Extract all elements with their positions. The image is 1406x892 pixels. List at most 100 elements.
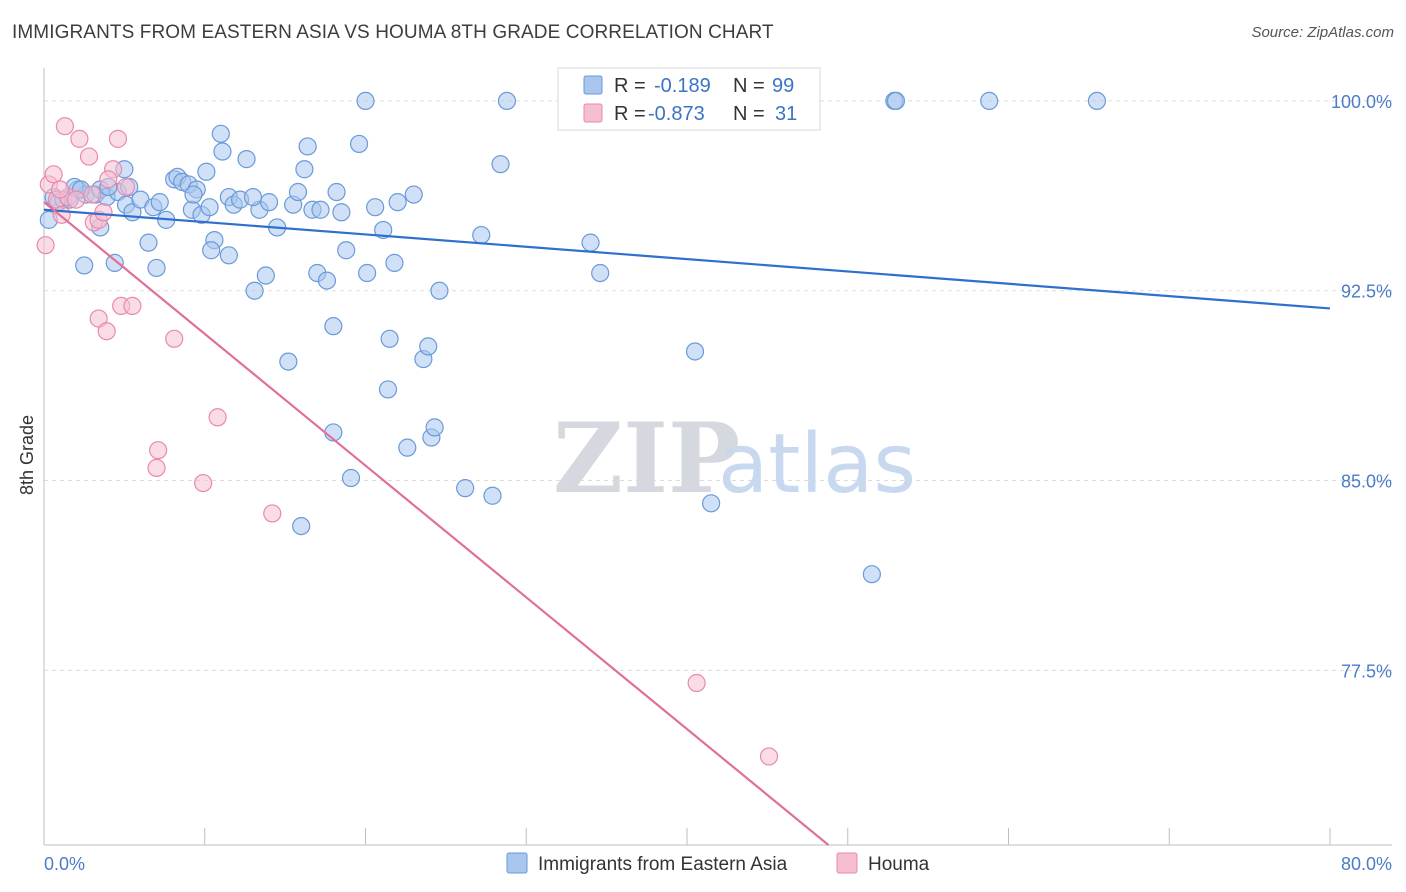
point-houma bbox=[44, 165, 63, 184]
point-houma bbox=[83, 185, 102, 204]
point-eastern-asia bbox=[591, 263, 610, 283]
point-eastern-asia bbox=[378, 380, 398, 399]
point-houma bbox=[97, 322, 116, 341]
point-eastern-asia bbox=[243, 187, 263, 207]
point-houma bbox=[108, 129, 128, 148]
point-eastern-asia bbox=[862, 565, 881, 584]
point-houma bbox=[70, 129, 89, 148]
point-eastern-asia bbox=[385, 253, 404, 272]
legend-r-label-blue: R = bbox=[614, 75, 646, 97]
point-eastern-asia bbox=[419, 337, 438, 356]
point-eastern-asia bbox=[366, 198, 385, 217]
legend-swatch-blue bbox=[583, 75, 603, 95]
gridlines bbox=[44, 100, 1392, 671]
source-label: Source: ZipAtlas.com bbox=[1251, 24, 1394, 41]
point-eastern-asia bbox=[456, 479, 475, 498]
point-houma bbox=[67, 190, 86, 209]
point-eastern-asia bbox=[311, 200, 330, 219]
point-eastern-asia bbox=[1087, 91, 1107, 111]
legend-n-value-blue: 99 bbox=[772, 75, 794, 97]
point-eastern-asia bbox=[147, 258, 166, 278]
point-eastern-asia bbox=[219, 246, 238, 265]
point-eastern-asia bbox=[211, 124, 230, 143]
point-houma bbox=[165, 329, 184, 348]
point-eastern-asia bbox=[980, 91, 999, 111]
point-eastern-asia bbox=[150, 193, 169, 212]
point-eastern-asia bbox=[337, 241, 356, 260]
legend-r-label-pink: R = bbox=[614, 103, 646, 125]
point-eastern-asia bbox=[497, 91, 517, 111]
point-eastern-asia bbox=[430, 281, 449, 300]
x-tick-label-max: 80.0% bbox=[1341, 854, 1392, 874]
legend-bottom-label-pink: Houma bbox=[868, 854, 930, 875]
point-eastern-asia bbox=[388, 193, 407, 212]
point-eastern-asia bbox=[349, 134, 369, 154]
point-eastern-asia bbox=[292, 517, 311, 536]
point-eastern-asia bbox=[288, 182, 308, 202]
point-houma bbox=[149, 441, 168, 460]
chart-title: IMMIGRANTS FROM EASTERN ASIA VS HOUMA 8T… bbox=[12, 22, 774, 43]
point-eastern-asia bbox=[213, 142, 232, 161]
point-eastern-asia bbox=[184, 185, 203, 204]
point-eastern-asia bbox=[105, 253, 124, 272]
legend-swatch-pink bbox=[583, 103, 603, 123]
point-houma bbox=[94, 203, 113, 222]
legend-r-value-blue: -0.189 bbox=[654, 75, 711, 97]
point-eastern-asia bbox=[200, 198, 219, 217]
point-houma bbox=[99, 170, 118, 189]
legend-n-label-blue: N = bbox=[733, 75, 765, 97]
y-tick-label: 92.5% bbox=[1341, 282, 1392, 302]
point-houma bbox=[50, 180, 70, 199]
axes bbox=[43, 68, 1392, 846]
point-eastern-asia bbox=[259, 193, 279, 212]
point-eastern-asia bbox=[702, 494, 721, 513]
point-houma bbox=[55, 117, 74, 136]
legend-n-label-pink: N = bbox=[733, 103, 765, 125]
point-houma bbox=[147, 458, 166, 477]
point-eastern-asia bbox=[324, 317, 343, 336]
point-eastern-asia bbox=[685, 342, 705, 361]
point-houma bbox=[194, 473, 213, 493]
point-houma bbox=[79, 147, 99, 166]
y-tick-label: 85.0% bbox=[1341, 472, 1392, 492]
point-eastern-asia bbox=[483, 486, 502, 505]
trendline-eastern-asia bbox=[43, 208, 1331, 310]
point-houma bbox=[36, 236, 55, 255]
point-eastern-asia bbox=[139, 233, 158, 252]
point-houma bbox=[116, 177, 136, 197]
legend-r-value-pink: -0.873 bbox=[648, 103, 705, 125]
point-eastern-asia bbox=[341, 468, 361, 488]
point-houma bbox=[208, 408, 227, 427]
point-houma bbox=[123, 296, 142, 316]
legend-n-value-pink: 31 bbox=[775, 103, 797, 125]
point-houma bbox=[759, 747, 779, 766]
point-eastern-asia bbox=[356, 91, 375, 111]
watermark-atlas: atlas bbox=[718, 417, 916, 512]
point-eastern-asia bbox=[332, 203, 351, 222]
point-eastern-asia bbox=[245, 281, 264, 300]
y-tick-label: 77.5% bbox=[1341, 661, 1392, 681]
point-eastern-asia bbox=[197, 162, 216, 181]
y-tick-label: 100.0% bbox=[1331, 92, 1392, 112]
x-tick-label-min: 0.0% bbox=[44, 854, 85, 874]
trendline-houma bbox=[43, 201, 830, 846]
legend-bottom: Immigrants from Eastern Asia Houma bbox=[506, 852, 930, 875]
point-eastern-asia bbox=[317, 271, 337, 290]
y-tick-labels: 100.0% 92.5% 85.0% 77.5% bbox=[1331, 92, 1392, 681]
point-eastern-asia bbox=[491, 155, 510, 174]
legend-bottom-label-blue: Immigrants from Eastern Asia bbox=[538, 854, 788, 875]
point-houma bbox=[687, 673, 706, 693]
point-houma bbox=[263, 504, 282, 523]
point-eastern-asia bbox=[75, 256, 94, 275]
point-eastern-asia bbox=[279, 352, 298, 371]
legend-bottom-swatch-blue bbox=[506, 852, 528, 874]
point-eastern-asia bbox=[256, 266, 275, 285]
point-eastern-asia bbox=[472, 225, 491, 245]
y-axis-label: 8th Grade bbox=[17, 415, 37, 495]
legend-bottom-swatch-pink bbox=[836, 852, 858, 874]
point-eastern-asia bbox=[295, 160, 314, 179]
point-eastern-asia bbox=[380, 329, 399, 348]
trendlines bbox=[43, 201, 1331, 846]
point-eastern-asia bbox=[581, 233, 600, 252]
